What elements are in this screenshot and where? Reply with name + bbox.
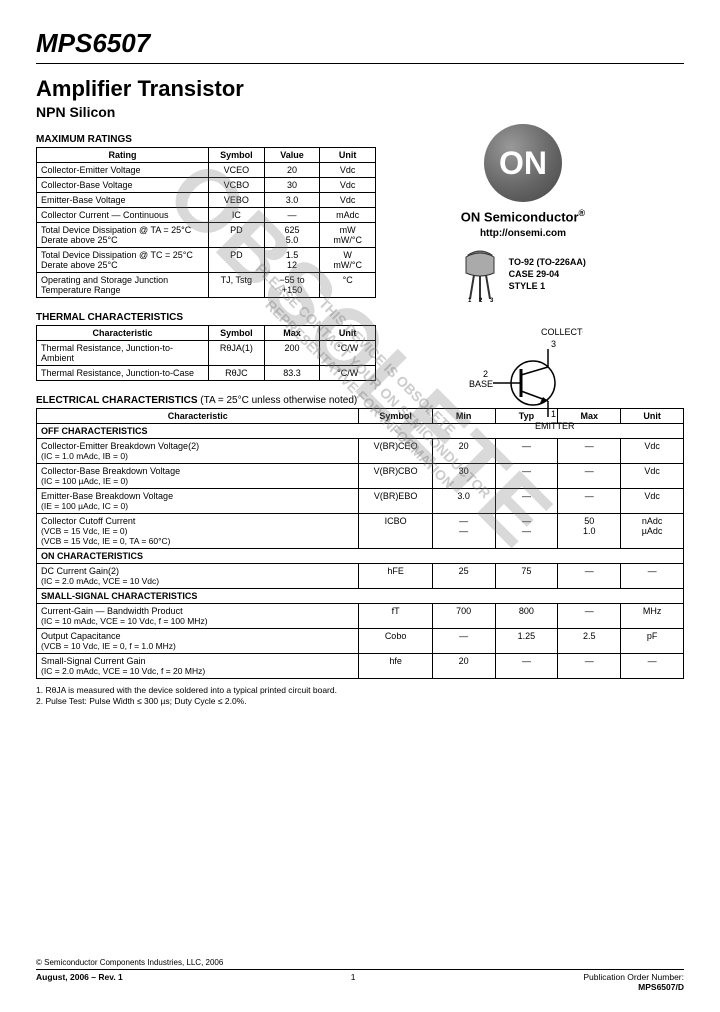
package-icon: 1 2 3 (460, 249, 500, 307)
package-block: 123 TO-92 (TO-226AA) CASE 29-04 STYLE 1 (398, 249, 648, 307)
pin-emitter-label: EMITTER (535, 421, 575, 431)
svg-text:1: 1 (551, 409, 556, 419)
subtitle: NPN Silicon (36, 104, 244, 120)
page-footer: © Semiconductor Components Industries, L… (36, 958, 684, 992)
electrical-table: CharacteristicSymbolMinTypMaxUnit OFF CH… (36, 408, 684, 679)
on-logo-icon: ON (484, 124, 562, 202)
svg-text:1: 1 (468, 298, 472, 303)
thermal-table: CharacteristicSymbolMaxUnit Thermal Resi… (36, 325, 376, 381)
svg-text:3: 3 (490, 298, 494, 303)
table-cell: Total Device Dissipation @ TA = 25°CDera… (37, 223, 209, 248)
pin-base-label: BASE (469, 379, 493, 389)
table-cell: Collector Current — Continuous (37, 208, 209, 223)
part-number: MPS6507 (36, 28, 684, 59)
table-cell: Emitter-Base Voltage (37, 193, 209, 208)
svg-text:2: 2 (479, 298, 483, 303)
svg-text:2: 2 (483, 369, 488, 379)
svg-text:3: 3 (551, 339, 556, 349)
thermal-heading: THERMAL CHARACTERISTICS (36, 312, 384, 323)
table-cell: Collector-Base Voltage (37, 178, 209, 193)
transistor-symbol: COLLECTOR 3 2 BASE 1 EMITTER (398, 325, 648, 435)
table-cell: Collector-Emitter Voltage (37, 163, 209, 178)
main-title: Amplifier Transistor (36, 76, 244, 102)
footnotes: 1. RθJA is measured with the device sold… (36, 685, 684, 707)
pin-collector-label: COLLECTOR (541, 327, 583, 337)
table-cell: Total Device Dissipation @ TC = 25°CDera… (37, 248, 209, 273)
table-cell: Operating and Storage Junction Temperatu… (37, 273, 209, 298)
brand-name: ON Semiconductor® (398, 208, 648, 224)
max-ratings-heading: MAXIMUM RATINGS (36, 134, 384, 145)
max-ratings-table: RatingSymbolValueUnit Collector-Emitter … (36, 147, 376, 298)
brand-url: http://onsemi.com (398, 228, 648, 239)
brand-column: ON ON Semiconductor® http://onsemi.com 1… (398, 124, 648, 435)
title-block: Amplifier Transistor NPN Silicon (36, 76, 244, 120)
divider (36, 63, 684, 64)
